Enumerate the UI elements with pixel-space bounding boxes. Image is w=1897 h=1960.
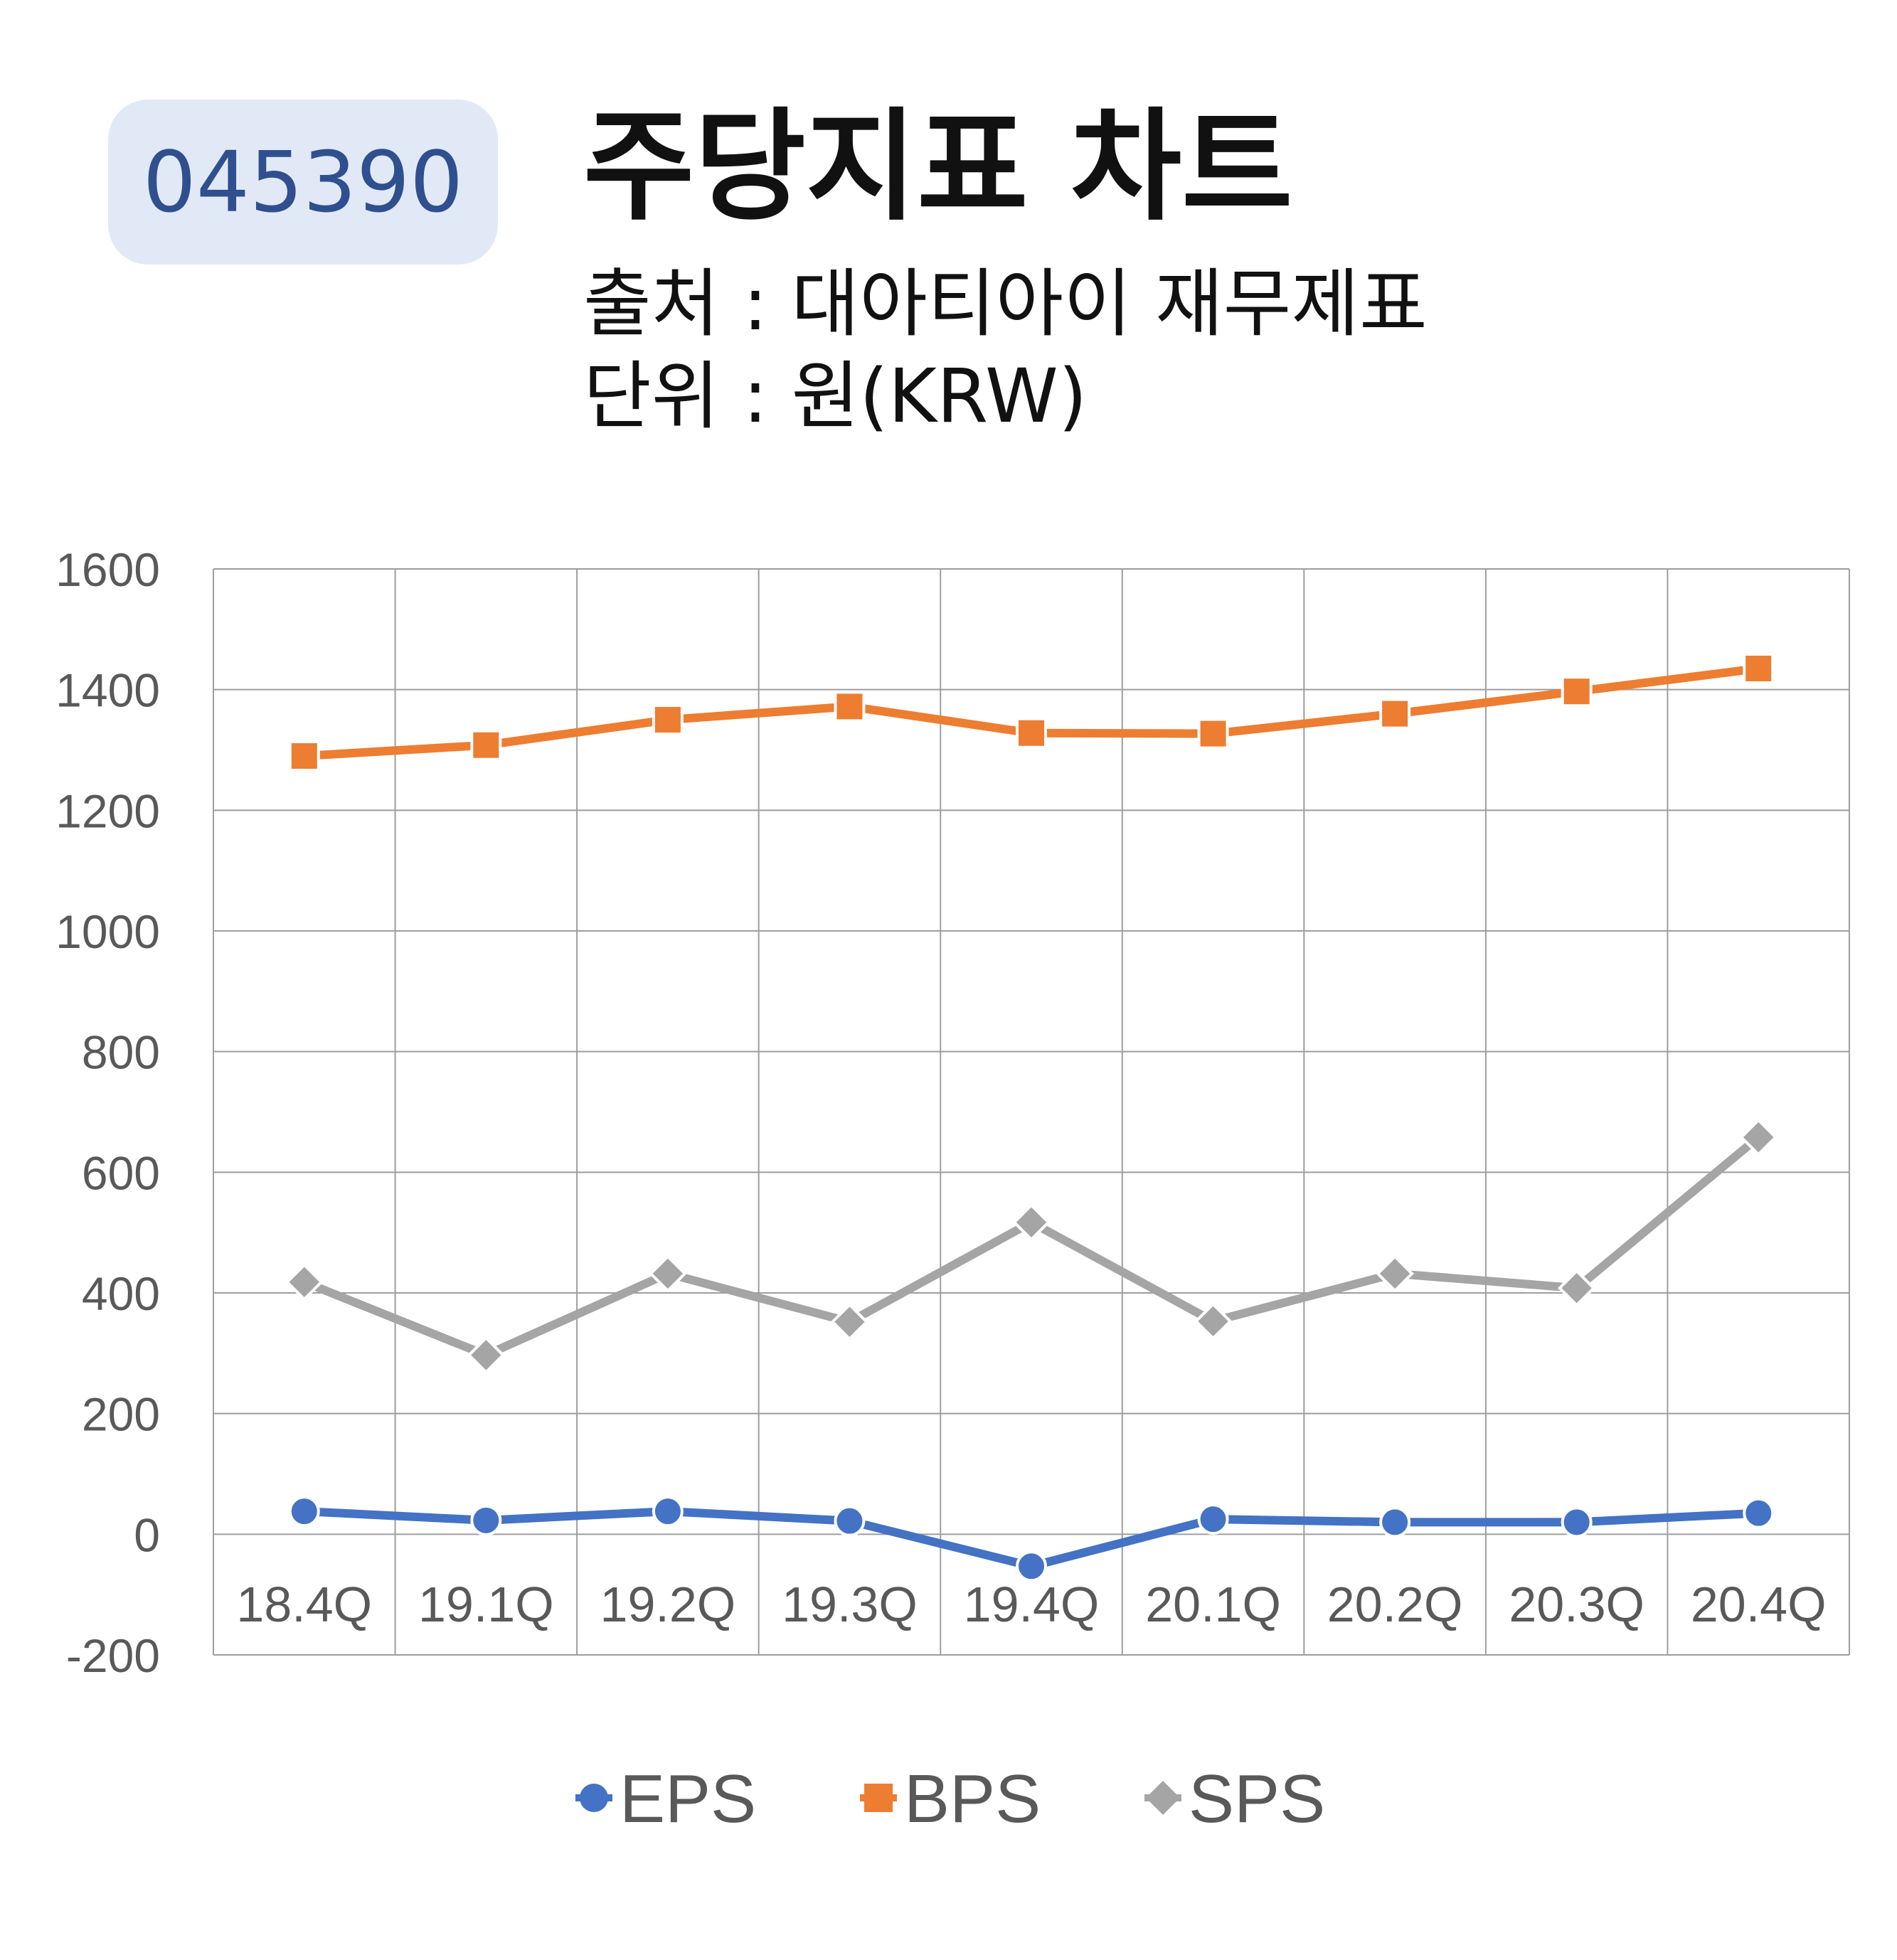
y-tick-label: 200 <box>82 1388 160 1441</box>
y-tick-label: 400 <box>82 1267 160 1320</box>
y-tick-label: 1000 <box>55 905 160 958</box>
legend: EPS BPS SPS <box>575 1761 1325 1837</box>
marker-sps <box>649 1255 687 1293</box>
marker-sps <box>1557 1269 1596 1308</box>
marker-sps <box>467 1336 506 1375</box>
y-axis-labels: 1600 1400 1200 1000 800 600 400 200 0 -200 <box>55 543 160 1682</box>
x-axis-labels: 18.4Q 19.1Q 19.2Q 19.3Q 19.4Q 20.1Q 20.2Q 20.3Q… <box>236 1577 1826 1632</box>
legend-square-icon <box>864 1784 893 1812</box>
marker-sps <box>1012 1203 1051 1242</box>
marker-sps <box>1194 1302 1233 1341</box>
y-tick-label: 1600 <box>55 543 160 596</box>
ticker-code: 045390 <box>142 133 464 231</box>
marker-bps <box>834 691 866 723</box>
x-tick-label: 20.4Q <box>1691 1577 1827 1632</box>
marker-bps <box>288 740 320 772</box>
legend-item-eps: EPS <box>575 1761 756 1837</box>
legend-label: SPS <box>1189 1761 1325 1837</box>
x-tick-label: 19.1Q <box>418 1577 554 1632</box>
y-tick-label: -200 <box>66 1629 160 1682</box>
x-tick-label: 20.3Q <box>1509 1577 1644 1632</box>
legend-item-bps: BPS <box>860 1761 1041 1837</box>
x-tick-label: 20.1Q <box>1145 1577 1281 1632</box>
source-line: 출처 : 대아티아이 재무제표 <box>583 260 1428 347</box>
legend-item-sps: SPS <box>1144 1761 1325 1837</box>
series-markers <box>285 652 1778 1582</box>
marker-bps <box>652 704 684 736</box>
marker-eps <box>1197 1503 1229 1535</box>
marker-bps <box>1016 717 1047 749</box>
ticker-badge: 045390 <box>108 100 498 265</box>
series-lines <box>299 664 1763 1571</box>
x-tick-label: 19.3Q <box>782 1577 918 1632</box>
marker-eps <box>1016 1550 1047 1582</box>
marker-eps <box>1743 1497 1775 1529</box>
marker-sps <box>1376 1255 1414 1293</box>
marker-eps <box>470 1504 502 1536</box>
x-tick-label: 18.4Q <box>236 1577 372 1632</box>
marker-bps <box>470 729 502 761</box>
y-tick-label: 600 <box>82 1146 160 1199</box>
y-tick-label: 0 <box>134 1508 160 1561</box>
marker-sps <box>830 1302 869 1341</box>
chart-title: 주당지표 차트 <box>583 97 1293 238</box>
marker-bps <box>1743 652 1775 684</box>
marker-eps <box>1561 1506 1593 1538</box>
marker-sps <box>1739 1118 1778 1156</box>
unit-line: 단위 : 원(KRW) <box>583 353 1088 440</box>
legend-diamond-icon <box>1146 1781 1180 1815</box>
x-tick-label: 19.2Q <box>600 1577 736 1632</box>
marker-eps <box>288 1496 320 1528</box>
legend-circle-icon <box>580 1784 608 1812</box>
x-tick-label: 20.2Q <box>1327 1577 1463 1632</box>
x-tick-label: 19.4Q <box>964 1577 1100 1632</box>
marker-eps <box>1379 1506 1411 1538</box>
legend-label: BPS <box>904 1761 1041 1837</box>
y-tick-label: 800 <box>82 1026 160 1079</box>
legend-label: EPS <box>620 1761 756 1837</box>
marker-eps <box>834 1505 866 1537</box>
series-line-sps <box>299 1133 1763 1360</box>
marker-sps <box>285 1262 324 1301</box>
marker-bps <box>1561 676 1593 708</box>
y-tick-label: 1200 <box>55 784 160 837</box>
y-tick-label: 1400 <box>55 664 160 717</box>
marker-eps <box>652 1496 684 1528</box>
marker-bps <box>1197 718 1229 750</box>
marker-bps <box>1379 698 1411 730</box>
